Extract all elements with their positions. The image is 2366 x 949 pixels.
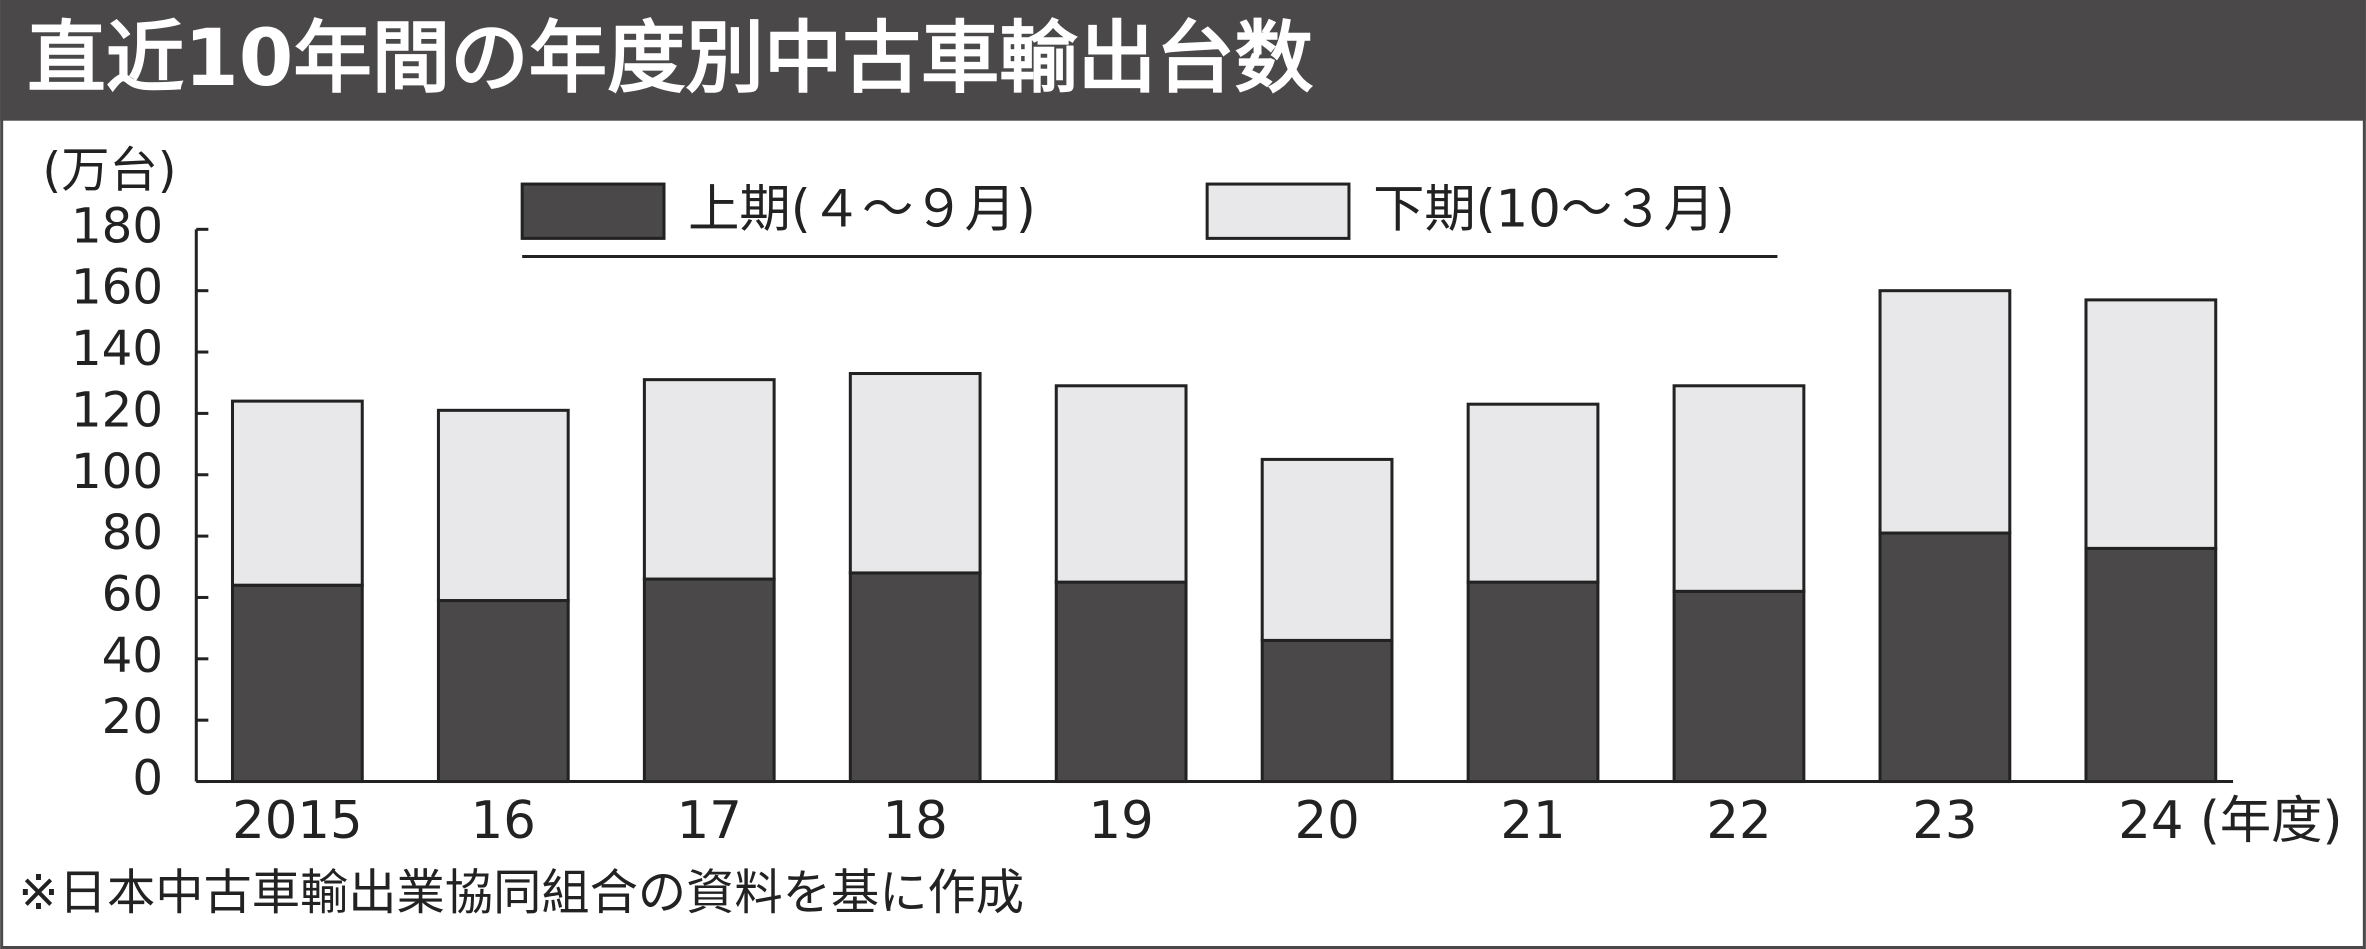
bar-segment (230, 583, 364, 784)
footnote: ※日本中古車輸出業協同組合の資料を基に作成 (18, 865, 1024, 921)
y-tick-label: 60 (102, 566, 163, 622)
chart-title: 直近10年間の年度別中古車輸出台数 (27, 12, 1313, 104)
bar-segment (1466, 402, 1600, 584)
y-tick-label: 140 (71, 321, 163, 377)
x-tick-label: 21 (1500, 791, 1565, 851)
bar-segment (2084, 546, 2218, 784)
x-tick-label: 16 (471, 791, 536, 851)
bar-segment (1672, 589, 1806, 784)
bar-segment (1466, 580, 1600, 784)
x-axis-label: (年度) (2200, 791, 2343, 851)
x-tick-label: 2015 (232, 791, 363, 851)
x-tick-label: 17 (677, 791, 742, 851)
bar-segment (436, 408, 570, 603)
x-tick-label: 22 (1706, 791, 1771, 851)
y-tick-label: 0 (132, 751, 163, 807)
bar-segment (848, 571, 982, 784)
y-tick-label: 20 (102, 689, 163, 745)
bar-segment (1672, 384, 1806, 593)
x-tick-label: 18 (883, 791, 948, 851)
legend-swatch (520, 182, 666, 240)
bar-segment (1260, 638, 1394, 784)
legend-label: 上期(４～９月) (688, 180, 1036, 240)
bar-segment (230, 399, 364, 587)
bar-segment (1260, 457, 1394, 642)
y-tick-label: 40 (102, 628, 163, 684)
x-tick-label: 20 (1294, 791, 1359, 851)
y-tick-label: 100 (71, 444, 163, 500)
bar-segment (642, 378, 776, 581)
bar-segment (1878, 531, 2012, 784)
bar-segment (1878, 289, 2012, 535)
bar-segment (436, 599, 570, 784)
y-tick-label: 180 (71, 198, 163, 254)
bar-segment (1054, 580, 1188, 784)
y-tick-label: 120 (71, 382, 163, 438)
x-tick-label: 19 (1089, 791, 1154, 851)
bar-segment (848, 372, 982, 575)
bar-segment (2084, 298, 2218, 550)
x-tick-label: 23 (1912, 791, 1977, 851)
title-bar (0, 0, 2366, 121)
y-tick-label: 160 (71, 260, 163, 316)
bar-segment (1054, 384, 1188, 584)
x-tick-label: 24 (2118, 791, 2183, 851)
y-axis-label: (万台) (42, 143, 176, 199)
y-tick-label: 80 (102, 505, 163, 561)
legend-label: 下期(10～３月) (1373, 180, 1735, 240)
legend-swatch (1205, 182, 1351, 240)
bar-segment (642, 577, 776, 784)
